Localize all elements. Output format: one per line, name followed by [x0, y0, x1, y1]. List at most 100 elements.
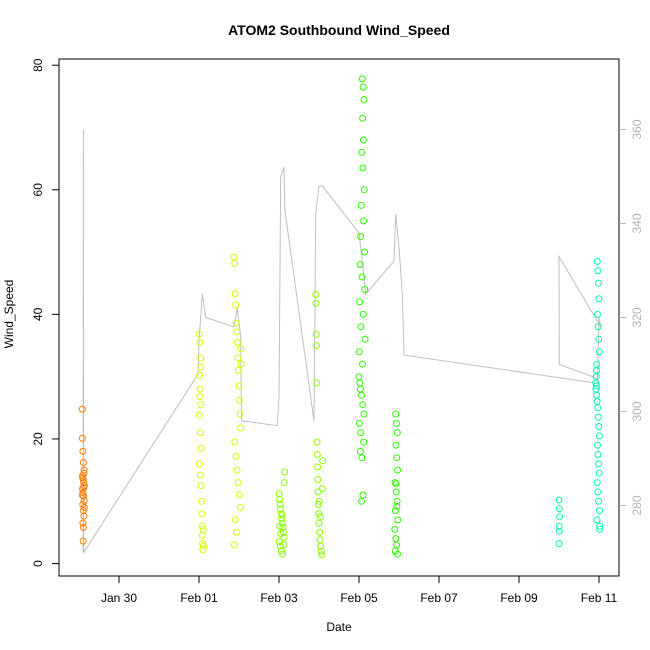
data-point	[596, 522, 604, 530]
x-tick-label: Feb 09	[500, 591, 538, 605]
data-point	[358, 75, 366, 83]
data-point	[359, 401, 367, 409]
data-point	[231, 259, 239, 267]
data-point	[595, 335, 603, 343]
data-point	[314, 463, 322, 471]
data-point	[358, 273, 366, 281]
data-point	[197, 354, 205, 362]
data-point	[196, 393, 204, 401]
data-point	[357, 233, 365, 240]
data-point	[393, 429, 401, 437]
data-point	[278, 511, 286, 519]
direction-line-layer	[82, 129, 602, 555]
data-point	[596, 525, 604, 533]
secondary-y-axis: 280 300 320 340 360	[619, 119, 644, 516]
data-point	[594, 323, 602, 331]
y-tick-label: 80	[31, 58, 45, 72]
data-point	[593, 391, 600, 399]
data-point	[355, 373, 363, 381]
data-point	[236, 396, 244, 404]
data-point	[197, 482, 205, 490]
y-axis-title: Wind_Speed	[2, 280, 16, 349]
data-point	[196, 371, 204, 379]
data-point	[234, 479, 242, 487]
data-point	[315, 497, 323, 505]
data-point	[195, 411, 203, 419]
x-tick-label: Feb 05	[340, 591, 378, 605]
series-3	[355, 75, 402, 558]
data-point	[360, 217, 368, 225]
data-point	[359, 164, 367, 172]
data-point	[231, 290, 239, 298]
data-point	[593, 516, 601, 524]
data-point	[80, 512, 88, 520]
y-tick-label: 20	[31, 432, 45, 446]
plot-frame	[58, 58, 620, 577]
data-point	[196, 338, 204, 346]
data-point	[233, 466, 241, 474]
data-point	[230, 253, 238, 261]
data-point	[231, 438, 239, 446]
data-point	[360, 186, 368, 194]
data-point	[199, 525, 207, 533]
data-point	[357, 429, 365, 437]
data-point	[359, 114, 367, 122]
data-point	[236, 504, 244, 511]
data-point	[393, 502, 401, 510]
x-axis: Jan 30 Feb 01 Feb 03 Feb 05 Feb 07 Feb 09 Feb …	[101, 576, 618, 605]
data-point	[594, 451, 602, 458]
data-point	[312, 299, 320, 307]
data-point	[234, 366, 242, 374]
data-point	[281, 468, 289, 476]
data-point	[195, 460, 203, 468]
data-point	[235, 382, 243, 390]
data-point	[196, 471, 204, 479]
data-point	[596, 507, 604, 515]
data-point	[280, 541, 288, 549]
data-point	[316, 536, 324, 544]
data-point	[555, 522, 563, 530]
data-point	[313, 342, 320, 349]
data-point	[79, 519, 87, 527]
data-point	[197, 363, 205, 371]
series-1	[195, 253, 245, 554]
data-point	[361, 335, 369, 343]
data-point	[357, 201, 365, 209]
y2-tick-label: 300	[630, 401, 644, 421]
data-point	[312, 330, 320, 338]
data-point	[594, 441, 601, 449]
data-point	[275, 490, 283, 498]
data-point	[278, 547, 285, 555]
data-point	[359, 83, 367, 91]
data-point	[199, 546, 207, 554]
data-point	[316, 513, 324, 521]
data-point	[359, 360, 366, 368]
data-point	[358, 148, 366, 156]
data-point	[318, 551, 326, 559]
data-point	[594, 488, 602, 496]
data-point	[318, 485, 326, 493]
data-point	[393, 454, 401, 462]
data-point	[316, 528, 324, 536]
data-point	[593, 479, 601, 487]
data-point	[232, 319, 240, 327]
data-point	[356, 385, 364, 393]
direction-series-line	[82, 129, 602, 555]
data-point	[237, 345, 245, 353]
data-point	[233, 528, 240, 536]
data-point	[314, 476, 322, 483]
data-point	[196, 429, 204, 437]
data-point	[555, 527, 563, 535]
data-point	[80, 469, 88, 477]
data-point	[595, 460, 603, 468]
data-point	[313, 451, 321, 458]
data-point	[360, 410, 368, 418]
data-point	[197, 444, 205, 452]
data-point	[595, 348, 603, 356]
y2-tick-label: 340	[630, 213, 644, 233]
data-point	[276, 495, 284, 503]
y2-tick-label: 280	[630, 495, 644, 515]
data-point	[356, 447, 364, 455]
data-point	[595, 295, 603, 303]
data-point	[236, 410, 244, 418]
